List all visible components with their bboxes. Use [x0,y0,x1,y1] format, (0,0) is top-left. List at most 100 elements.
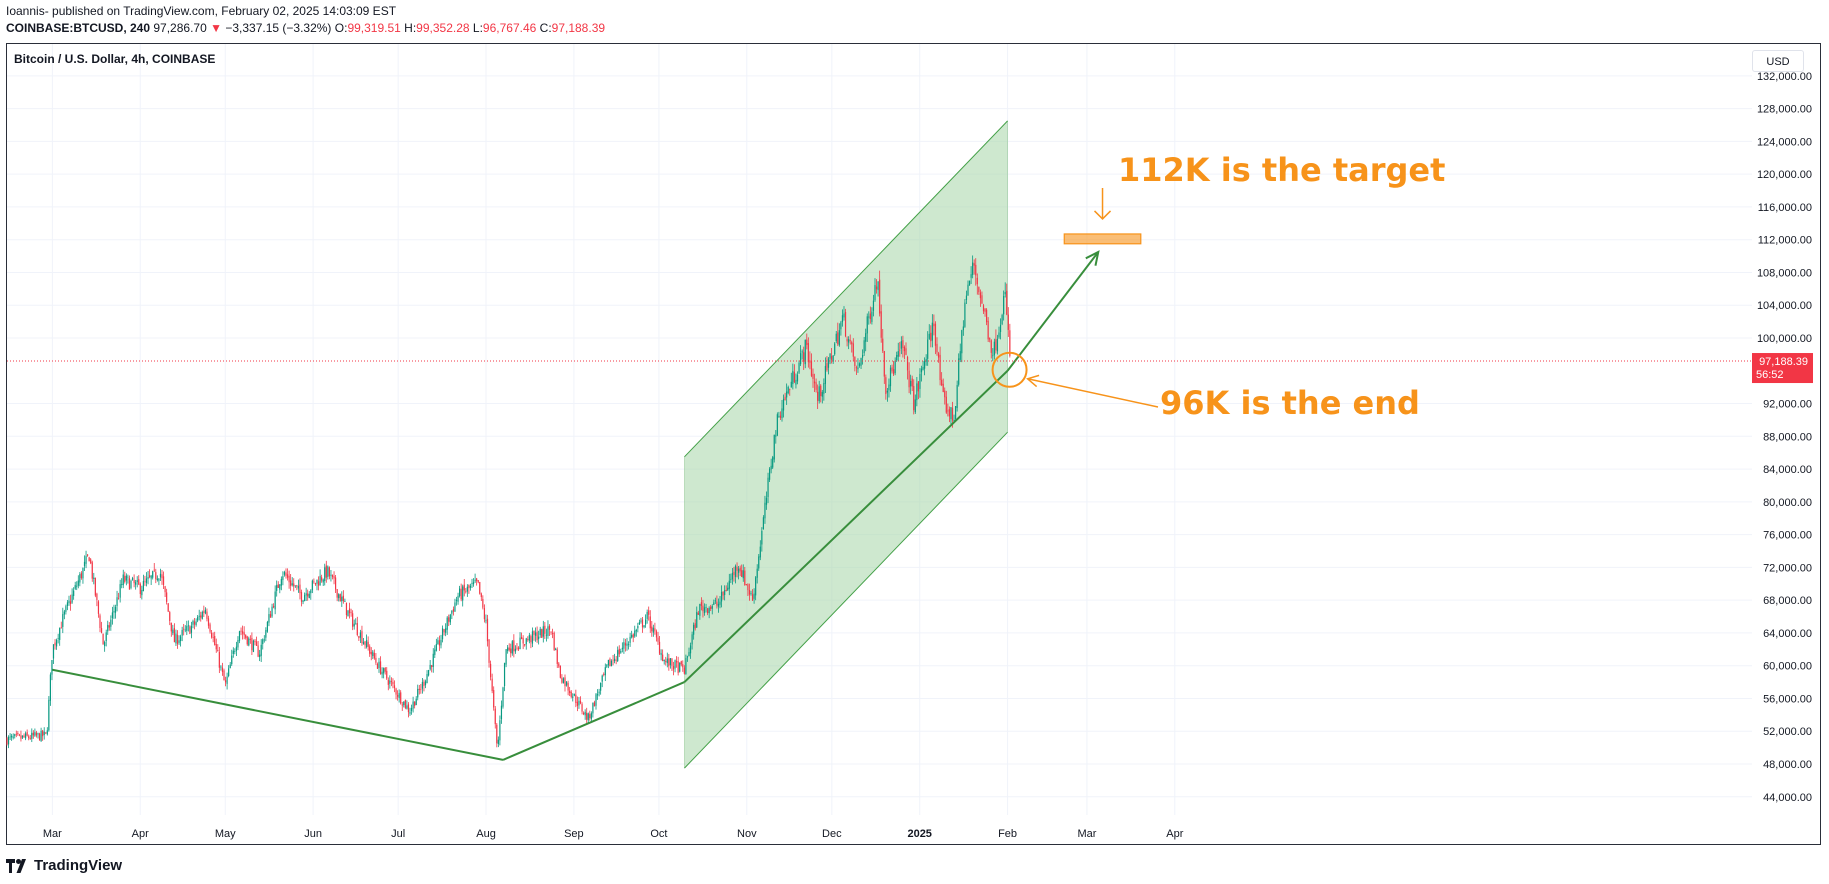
candle-body [934,323,937,346]
x-tick-label: 2025 [907,828,931,840]
candle-body [885,377,887,395]
candle-body [981,295,983,304]
candle-body [421,681,423,689]
candle-body [677,661,679,673]
candle-body [796,374,799,382]
candle-body [522,638,524,644]
candle-body [375,657,377,663]
candle-body [767,477,769,498]
candle-body [879,279,881,314]
candle-body [645,619,647,625]
candle-body [643,625,645,628]
candle-body [465,591,467,593]
candle-body [477,580,479,583]
candle-body [369,646,371,654]
candle-body [32,732,34,736]
candle-body [944,390,946,398]
candle-body [917,381,919,392]
candle-body [420,689,422,691]
candle-body [1006,290,1008,315]
candle-body [683,667,685,674]
candle-body [63,611,65,615]
candle-body [621,647,623,650]
candle-body [251,637,253,651]
candle-body [409,712,411,714]
candle-body [975,264,977,276]
price-change: −3,337.15 (−3.32%) [225,21,332,35]
candle-body [500,705,503,720]
x-tick-label: Jun [304,828,322,840]
candle-body [567,682,569,691]
candle-body [428,670,430,676]
end-arrow-line [1027,378,1159,408]
candle-body [612,659,614,661]
candle-body [46,730,48,735]
candle-body [387,679,389,685]
candle-body [547,626,549,636]
candle-body [951,407,954,421]
candle-body [231,655,233,665]
candle-body [731,572,733,580]
candle-body [575,694,577,704]
candle-body [184,629,186,631]
candle-body [452,609,454,612]
candle-body [965,295,968,300]
candle-body [342,595,344,602]
currency-button[interactable]: USD [1752,50,1804,72]
candle-body [496,724,498,744]
candle-body [483,608,485,620]
candle-body [739,567,741,572]
candle-body [238,631,241,641]
candle-body [307,593,309,597]
candle-body [178,640,180,643]
candle-body [894,360,896,374]
candle-body [259,654,261,657]
candle-body [350,612,352,614]
candle-body [897,351,899,357]
candle-body [21,735,24,738]
candle-body [153,569,155,571]
candle-body [38,733,41,741]
candle-body [362,641,365,645]
candle-body [308,593,310,599]
candle-body [485,620,487,622]
trendline-segment [683,370,1009,683]
candle-body [697,612,699,615]
candle-body [93,577,95,579]
x-tick-label: Jul [391,828,405,840]
candle-body [1009,330,1011,356]
candle-body [311,580,313,591]
tradingview-logo[interactable]: TradingView [6,857,122,874]
candle-body [803,352,805,362]
candle-body [203,611,205,613]
candle-body [818,386,820,402]
candle-body [764,502,766,519]
candle-body [257,645,259,657]
candle-body [587,713,589,721]
candle-body [144,581,146,583]
high-label: H: [404,21,417,35]
candle-body [655,631,658,638]
candle-body [680,661,682,665]
x-tick-label: Apr [1166,828,1183,840]
candle-body [810,361,813,376]
candle-body [417,688,419,698]
candle-body [418,688,420,690]
candle-body [795,379,797,385]
candle-body [961,330,963,354]
candle-body [989,337,991,340]
candle-body [451,610,453,614]
candle-body [942,383,944,392]
candle-body [121,584,123,585]
candle-body [274,591,276,610]
open-value: 99,319.51 [347,21,401,35]
candle-body [761,530,763,545]
candle-body [155,572,157,580]
candle-body [283,572,286,575]
y-tick-label: 112,000.00 [1758,235,1812,247]
candle-body [924,361,926,369]
candle-body [232,650,234,654]
candle-body [513,640,515,652]
candle-body [269,614,272,618]
